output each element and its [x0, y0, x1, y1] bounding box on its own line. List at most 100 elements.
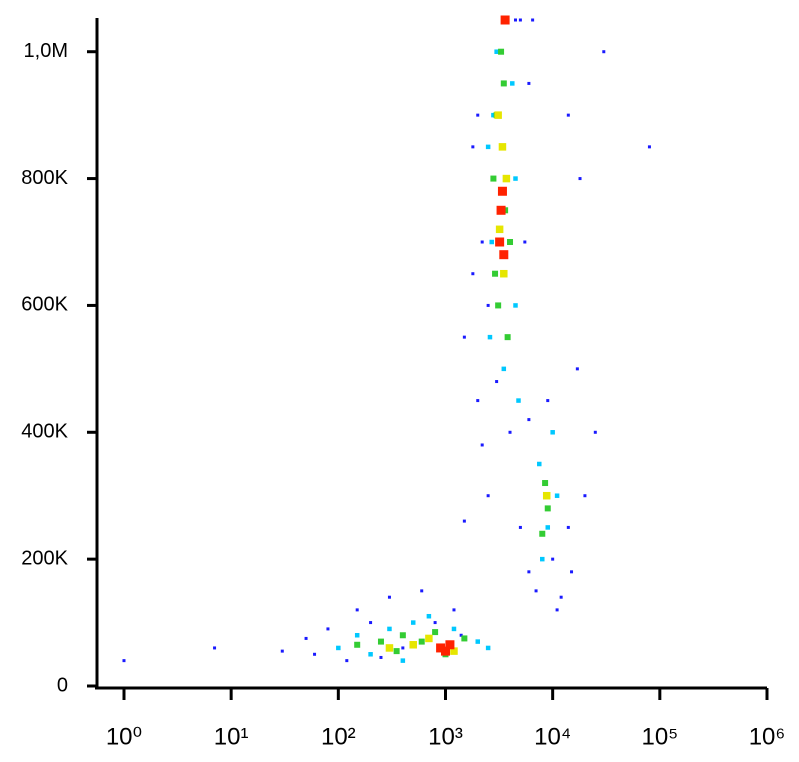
point [452, 608, 456, 612]
point [496, 205, 506, 215]
point [539, 530, 546, 537]
x-tick-label: 10⁴ [534, 723, 571, 750]
point [492, 270, 499, 277]
point [542, 491, 551, 500]
point [480, 443, 484, 447]
point [559, 595, 563, 599]
point [544, 505, 551, 512]
point [566, 525, 570, 529]
point [410, 620, 416, 625]
point [537, 461, 542, 467]
point [495, 225, 504, 234]
point [555, 608, 559, 612]
point [400, 658, 406, 663]
point [377, 638, 384, 645]
point [501, 366, 507, 372]
point [213, 646, 217, 650]
point [602, 50, 606, 54]
point [433, 621, 437, 625]
point [550, 430, 555, 435]
point [393, 648, 400, 655]
point [480, 240, 484, 244]
point [490, 175, 497, 182]
point [425, 634, 433, 643]
point [387, 626, 392, 632]
point [313, 652, 317, 656]
point [494, 49, 499, 54]
point [345, 659, 349, 663]
point [489, 239, 494, 245]
point [500, 269, 508, 278]
y-tick-label: 400K [21, 421, 68, 443]
point [409, 641, 417, 649]
point [516, 398, 521, 403]
x-tick-label: 10⁶ [749, 723, 786, 750]
point [426, 613, 432, 619]
point [475, 639, 481, 644]
point [459, 633, 463, 637]
point [471, 145, 475, 149]
point [500, 80, 507, 87]
point [420, 589, 424, 593]
point [570, 570, 574, 574]
point [527, 418, 531, 422]
point [513, 303, 518, 308]
point [566, 113, 570, 117]
point [401, 646, 405, 650]
point [440, 646, 450, 656]
point [462, 335, 466, 339]
x-tick-label: 10³ [428, 723, 463, 750]
point [485, 144, 491, 150]
x-tick-label: 10² [321, 723, 356, 750]
point [499, 250, 509, 260]
point [534, 589, 538, 593]
point [495, 302, 502, 309]
point [527, 81, 531, 85]
point [542, 480, 549, 487]
point [647, 145, 651, 149]
point [527, 570, 531, 574]
point [531, 18, 535, 22]
point [432, 629, 439, 636]
point [508, 430, 512, 434]
point [369, 621, 373, 625]
point [495, 380, 499, 384]
point [495, 237, 505, 247]
point [504, 334, 511, 341]
y-tick-label: 600K [21, 294, 68, 316]
point [497, 186, 507, 196]
point [399, 632, 406, 639]
point [487, 334, 493, 340]
point [575, 367, 579, 371]
point [554, 493, 560, 498]
point [510, 81, 515, 86]
y-tick-label: 200K [21, 547, 68, 569]
point [436, 643, 446, 653]
point [355, 608, 359, 612]
point [491, 112, 496, 118]
point [498, 143, 507, 151]
x-tick-label: 10⁰ [106, 723, 142, 750]
point [551, 557, 555, 561]
y-tick-label: 0 [57, 674, 68, 696]
point [546, 399, 550, 403]
point [507, 239, 514, 245]
point [593, 430, 597, 434]
point [545, 525, 551, 530]
point [336, 645, 341, 651]
point [476, 399, 480, 403]
point [354, 641, 361, 648]
y-tick-label: 800K [21, 167, 68, 189]
point [523, 240, 527, 244]
point [540, 556, 545, 562]
point [494, 111, 502, 119]
point [486, 303, 490, 307]
point [485, 645, 491, 651]
point [513, 18, 517, 22]
point [418, 638, 425, 645]
point [385, 644, 394, 652]
point [578, 177, 582, 181]
point [354, 633, 360, 638]
y-tick-label: 1,0M [24, 40, 68, 62]
